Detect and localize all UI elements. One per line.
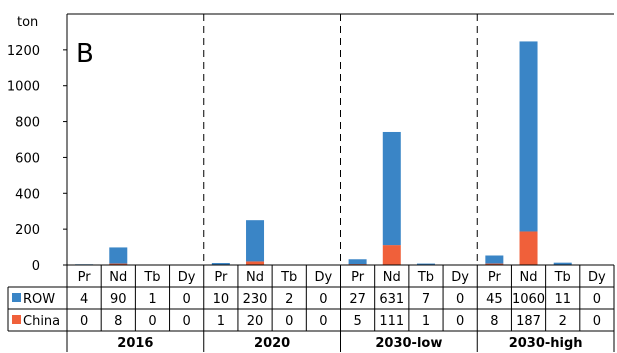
group-label: 2016 bbox=[117, 336, 153, 351]
table-value: 5 bbox=[353, 314, 361, 329]
table-value: 4 bbox=[80, 292, 88, 307]
table-value: 8 bbox=[114, 314, 122, 329]
element-label: Nd bbox=[246, 270, 264, 285]
table-value: 1060 bbox=[512, 292, 545, 307]
table-value: 2 bbox=[285, 292, 293, 307]
y-tick-label: 400 bbox=[15, 187, 40, 202]
element-label: Tb bbox=[554, 270, 571, 285]
bar-row-2020-Nd bbox=[246, 220, 265, 262]
element-label: Nd bbox=[520, 270, 538, 285]
bar-china-2030-low-Nd bbox=[382, 245, 401, 265]
table-value: 7 bbox=[422, 292, 430, 307]
table-value: 187 bbox=[516, 314, 541, 329]
table-value: 0 bbox=[593, 314, 601, 329]
legend-label-row: ROW bbox=[23, 292, 55, 307]
table-value: 0 bbox=[80, 314, 88, 329]
bar-china-2016-Nd bbox=[109, 263, 128, 265]
y-tick-label: 800 bbox=[15, 116, 40, 131]
bar-row-2030-high-Pr bbox=[485, 255, 504, 264]
element-label: Tb bbox=[417, 270, 434, 285]
element-label: Dy bbox=[451, 270, 469, 285]
y-tick-label: 200 bbox=[15, 223, 40, 238]
bar-china-2030-high-Pr bbox=[485, 263, 504, 265]
bar-row-2030-low-Tb bbox=[416, 263, 435, 265]
table-value: 0 bbox=[593, 292, 601, 307]
chart-frame bbox=[66, 13, 614, 352]
table-value: 631 bbox=[379, 292, 404, 307]
bar-china-2030-high-Nd bbox=[519, 231, 538, 265]
table-value: 111 bbox=[379, 314, 404, 329]
y-tick-label: 0 bbox=[32, 259, 40, 274]
bars bbox=[75, 41, 572, 265]
bar-row-2030-high-Tb bbox=[553, 262, 572, 265]
group-label: 2030-low bbox=[375, 336, 442, 351]
y-tick-label: 1000 bbox=[7, 80, 40, 95]
group-label: 2020 bbox=[254, 336, 290, 351]
element-label: Pr bbox=[78, 270, 92, 285]
element-label: Dy bbox=[315, 270, 333, 285]
bar-row-2016-Nd bbox=[109, 247, 128, 264]
table-value: 0 bbox=[319, 292, 327, 307]
table-value: 20 bbox=[247, 314, 264, 329]
table-value: 0 bbox=[285, 314, 293, 329]
bar-row-2030-high-Nd bbox=[519, 41, 538, 232]
table-value: 0 bbox=[183, 314, 191, 329]
table-value: 0 bbox=[456, 314, 464, 329]
y-axis-label: ton bbox=[17, 15, 38, 30]
element-label: Pr bbox=[214, 270, 228, 285]
table-value: 1 bbox=[217, 314, 225, 329]
table-value: 1 bbox=[148, 292, 156, 307]
y-axis: 0 200 400 600 800 1000 1200 bbox=[7, 44, 67, 274]
table-value: 1 bbox=[422, 314, 430, 329]
y-tick-label: 1200 bbox=[7, 44, 40, 59]
y-tick-label: 600 bbox=[15, 151, 40, 166]
table-value: 0 bbox=[319, 314, 327, 329]
element-label: Nd bbox=[383, 270, 401, 285]
element-label: Pr bbox=[488, 270, 502, 285]
element-label: Tb bbox=[143, 270, 160, 285]
bar-china-2020-Nd bbox=[246, 261, 265, 265]
legend-key-row bbox=[12, 293, 21, 302]
legend-label-china: China bbox=[23, 314, 60, 329]
group-label: 2030-high bbox=[509, 336, 583, 351]
element-label: Nd bbox=[109, 270, 127, 285]
bar-row-2030-low-Pr bbox=[348, 259, 367, 265]
legend-key-china bbox=[12, 315, 21, 324]
table-value: 90 bbox=[110, 292, 127, 307]
element-label: Dy bbox=[588, 270, 606, 285]
element-label: Dy bbox=[178, 270, 196, 285]
table-value: 45 bbox=[486, 292, 503, 307]
element-label: Pr bbox=[351, 270, 365, 285]
table-value: 0 bbox=[183, 292, 191, 307]
element-label: Tb bbox=[280, 270, 297, 285]
table-value: 10 bbox=[213, 292, 230, 307]
table-value: 27 bbox=[349, 292, 366, 307]
panel-label: B bbox=[76, 39, 94, 69]
bar-row-2030-low-Nd bbox=[382, 131, 401, 246]
table-value: 11 bbox=[554, 292, 571, 307]
table-value: 230 bbox=[243, 292, 268, 307]
table-value: 0 bbox=[456, 292, 464, 307]
table-value: 8 bbox=[490, 314, 498, 329]
bar-row-2020-Pr bbox=[211, 263, 230, 265]
table-value: 0 bbox=[148, 314, 156, 329]
table-value: 2 bbox=[559, 314, 567, 329]
